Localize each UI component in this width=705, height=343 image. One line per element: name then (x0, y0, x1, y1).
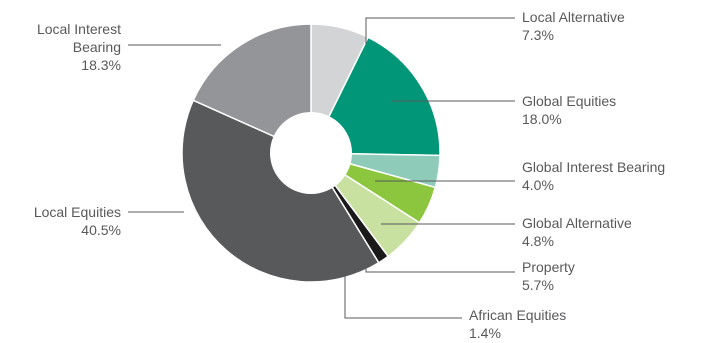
slice-label: Global Alternative 4.8% (522, 215, 632, 249)
slice-value-label: 1.4% (469, 325, 501, 341)
leader-line (365, 258, 515, 273)
leader-lines (128, 17, 515, 319)
slice-label: Local Alternative 7.3% (522, 9, 625, 43)
slice-name-label: Local Alternative (522, 9, 625, 25)
slice-labels: Local Alternative 7.3% Global Equities 18.0… (34, 9, 665, 341)
slice-name-label: Local Interest (37, 21, 121, 37)
slice-value-label: 18.0% (522, 111, 562, 127)
donut-hole (270, 112, 352, 194)
slice-value-label: 4.0% (522, 177, 554, 193)
slice-label: Local Equities 40.5% (34, 204, 121, 238)
slice-name-label: Property (522, 259, 575, 275)
slice-name-label: Global Equities (522, 93, 616, 109)
slice-name-label: African Equities (469, 307, 566, 323)
slice-name-label: Local Equities (34, 204, 121, 220)
slice-value-label: 18.3% (81, 57, 121, 73)
slice-local-interest-bearing (192, 23, 312, 155)
slice-label: Property 5.7% (522, 259, 575, 293)
slice-value-label: 4.8% (522, 233, 554, 249)
leader-line (344, 268, 462, 319)
leader-line (365, 17, 515, 44)
slice-name-label: Global Interest Bearing (522, 159, 665, 175)
slice-local-equities (181, 99, 380, 283)
slice-name-label: Bearing (73, 39, 121, 55)
slice-label: African Equities 1.4% (469, 307, 566, 341)
slice-value-label: 7.3% (522, 27, 554, 43)
slice-global-equities (309, 36, 441, 157)
slice-label: Local Interest Bearing 18.3% (37, 21, 121, 73)
slice-name-label: Global Alternative (522, 215, 632, 231)
slice-value-label: 40.5% (81, 222, 121, 238)
slice-label: Global Equities 18.0% (522, 93, 616, 127)
slice-value-label: 5.7% (522, 277, 554, 293)
slice-label: Global Interest Bearing 4.0% (522, 159, 665, 193)
